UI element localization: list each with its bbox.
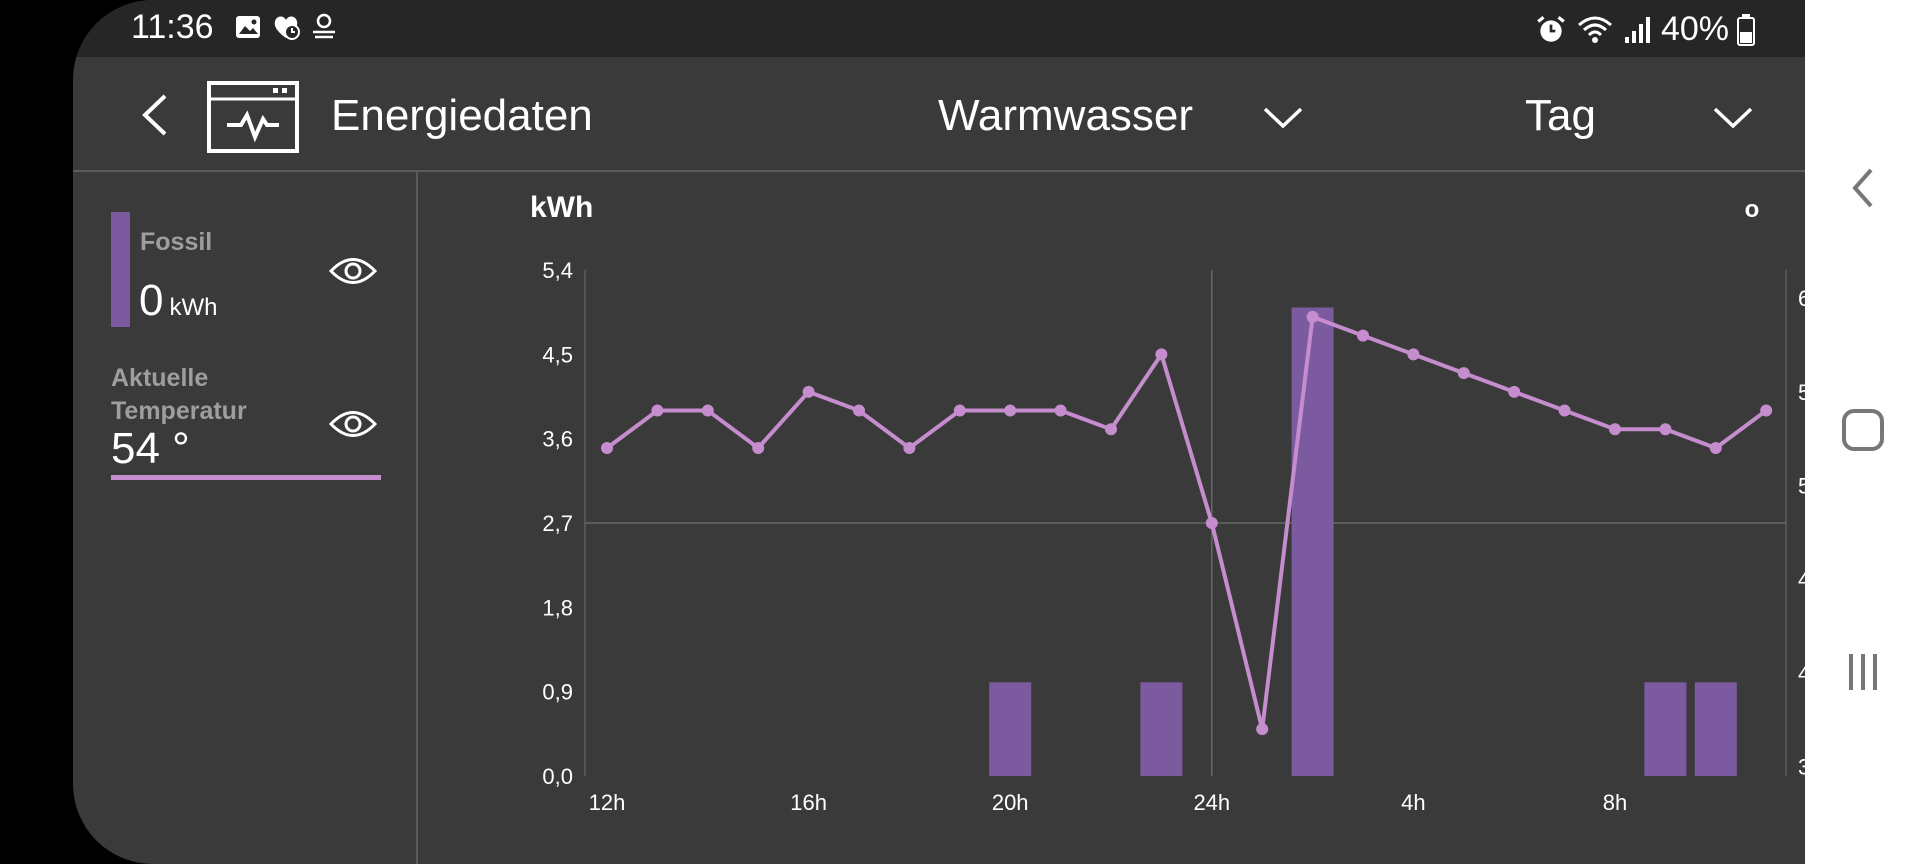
energy-chart: kWh o 0,0 0,9 1,8 2,7 3,6 4,5 5,4 35 40 45 50 55 60 12h… — [418, 172, 1805, 864]
temperature-point — [1155, 348, 1167, 360]
y2-tick-label: 35 — [1798, 755, 1805, 780]
temperature-point — [1407, 348, 1419, 360]
x-tick-label: 4h — [1401, 790, 1425, 815]
page-title: Energiedaten — [331, 91, 593, 141]
temperature-point — [651, 405, 663, 417]
fossil-unit: kWh — [169, 294, 217, 321]
heart-clock-icon — [271, 12, 301, 42]
y2-axis-title: o — [1745, 196, 1760, 223]
x-tick-label: 16h — [790, 790, 827, 815]
signal-icon — [1623, 14, 1653, 46]
temperature-legend-swatch — [111, 475, 381, 480]
battery-icon — [1737, 14, 1755, 46]
y2-tick-label: 55 — [1798, 380, 1805, 405]
energy-type-value: Warmwasser — [938, 91, 1193, 141]
image-icon — [233, 12, 263, 42]
y-tick-label: 3,6 — [542, 427, 573, 452]
temperature-point — [1609, 423, 1621, 435]
nav-back-icon[interactable] — [1835, 160, 1891, 216]
app-header: Energiedaten Warmwasser Tag — [73, 57, 1805, 172]
energy-type-dropdown[interactable]: Warmwasser — [863, 77, 1303, 147]
chevron-down-icon — [1713, 107, 1753, 129]
temperature-point — [702, 405, 714, 417]
fossil-visibility-eye-icon[interactable] — [328, 254, 378, 288]
temperature-label: Aktuelle Temperatur — [111, 362, 281, 428]
fossil-value: 0 kWh — [139, 276, 217, 326]
legend-panel: Fossil 0 kWh Aktuelle Temperatur 54 ° — [73, 172, 418, 864]
y-tick-label: 1,8 — [542, 595, 573, 620]
y-tick-label: 0,9 — [542, 680, 573, 705]
temperature-point — [903, 442, 915, 454]
temperature-point — [1055, 405, 1067, 417]
sync-icon — [309, 12, 339, 42]
status-time: 11:36 — [131, 8, 214, 47]
temperature-point — [1760, 405, 1772, 417]
wifi-icon — [1575, 14, 1615, 46]
battery-percent: 40% — [1661, 10, 1729, 49]
temperature-point — [1004, 405, 1016, 417]
system-nav-bar — [1805, 0, 1920, 864]
x-tick-label: 8h — [1603, 790, 1627, 815]
fossil-bar — [1292, 307, 1334, 776]
temperature-point — [1357, 330, 1369, 342]
temperature-point — [1710, 442, 1722, 454]
temperature-point — [853, 405, 865, 417]
temperature-point — [1559, 405, 1571, 417]
temperature-point — [1256, 723, 1268, 735]
x-tick-label: 24h — [1193, 790, 1230, 815]
chevron-down-icon — [1263, 107, 1303, 129]
alarm-icon — [1535, 14, 1567, 46]
temperature-point — [601, 442, 613, 454]
notification-icons — [233, 12, 339, 42]
y-axis-title: kWh — [530, 191, 593, 224]
time-range-dropdown[interactable]: Tag — [1513, 77, 1793, 147]
y-tick-label: 0,0 — [542, 764, 573, 789]
temperature-point — [1105, 423, 1117, 435]
x-tick-label: 20h — [992, 790, 1029, 815]
temperature-point — [752, 442, 764, 454]
fossil-bar — [1695, 682, 1737, 776]
y2-tick-label: 50 — [1798, 474, 1805, 499]
nav-home-icon[interactable] — [1835, 402, 1891, 458]
app-window: 11:36 40% Energiedaten Warmwasser — [73, 0, 1805, 864]
x-tick-label: 12h — [589, 790, 626, 815]
status-right: 40% — [1535, 10, 1755, 49]
temperature-point — [1307, 311, 1319, 323]
y2-tick-label: 40 — [1798, 661, 1805, 686]
temperature-point — [954, 405, 966, 417]
y-tick-label: 2,7 — [542, 511, 573, 536]
back-button[interactable] — [135, 90, 175, 140]
temperature-value: 54 ° — [111, 424, 190, 474]
fossil-bar — [989, 682, 1031, 776]
y-tick-label: 4,5 — [542, 342, 573, 367]
energy-monitor-icon — [207, 81, 299, 153]
y2-tick-label: 60 — [1798, 286, 1805, 311]
fossil-bar — [1644, 682, 1686, 776]
y-tick-label: 5,4 — [542, 258, 573, 283]
nav-recents-icon[interactable] — [1835, 644, 1891, 700]
time-range-value: Tag — [1525, 91, 1596, 141]
fossil-legend-swatch — [111, 212, 130, 327]
temperature-visibility-eye-icon[interactable] — [328, 407, 378, 441]
fossil-label: Fossil — [140, 228, 212, 257]
temperature-point — [1508, 386, 1520, 398]
status-bar: 11:36 40% — [73, 0, 1805, 57]
fossil-value-number: 0 — [139, 276, 163, 325]
y2-tick-label: 45 — [1798, 567, 1805, 592]
temperature-point — [803, 386, 815, 398]
fossil-bar — [1140, 682, 1182, 776]
temperature-point — [1659, 423, 1671, 435]
temperature-point — [1206, 517, 1218, 529]
temperature-point — [1458, 367, 1470, 379]
